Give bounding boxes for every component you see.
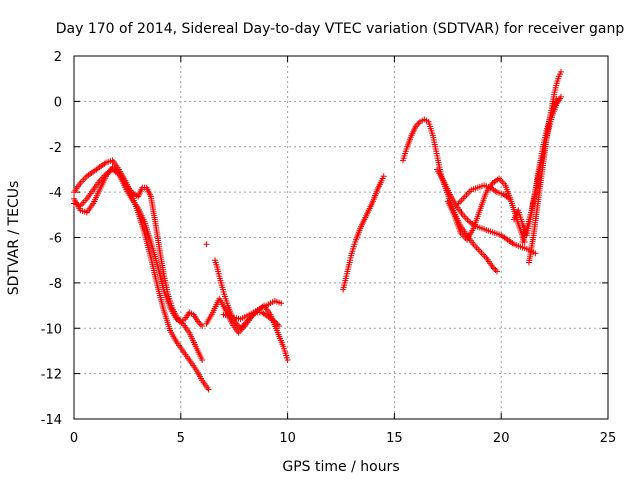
data-point	[493, 268, 500, 275]
y-tick-label: -12	[41, 368, 62, 383]
y-tick-label: -10	[41, 322, 62, 337]
data-point	[558, 68, 565, 75]
y-tick-label: -4	[49, 186, 62, 201]
y-tick-label: -8	[49, 277, 62, 292]
data-point	[492, 267, 499, 274]
data-point	[205, 386, 212, 393]
series-outlier	[203, 241, 210, 248]
data-point	[199, 322, 206, 329]
data-point	[197, 321, 204, 328]
data-point	[276, 322, 283, 329]
data-point	[415, 120, 422, 127]
series-arc-2	[71, 166, 206, 329]
x-tick-label: 15	[386, 431, 403, 446]
series-arc-11	[455, 182, 513, 207]
data-point	[284, 357, 291, 364]
series-arc-7	[340, 173, 387, 293]
y-tick-label: -14	[41, 413, 62, 428]
axis-ticks: 0 5 10 15 20 25 -14 -12 -10 -8 -6 -4 -2 0 2	[41, 50, 617, 446]
data-point	[553, 96, 560, 103]
data-point	[199, 357, 206, 364]
x-tick-label: 5	[177, 431, 185, 446]
x-axis-label: GPS time / hours	[282, 459, 399, 475]
data-point	[532, 250, 539, 257]
series-arc-3	[71, 164, 206, 364]
grid-lines	[74, 56, 608, 419]
data-point	[558, 93, 565, 100]
data-point	[380, 173, 387, 180]
data-point	[491, 265, 498, 272]
y-tick-label: 0	[54, 95, 62, 110]
series-arc-14	[511, 96, 560, 239]
x-tick-label: 10	[279, 431, 296, 446]
series-arc-6	[220, 298, 285, 323]
data-point	[203, 241, 210, 248]
data-point	[278, 300, 285, 307]
x-tick-label: 0	[70, 431, 78, 446]
y-axis-label: SDTVAR / TECUs	[6, 181, 22, 296]
series-arc-4	[203, 295, 291, 364]
x-tick-label: 20	[493, 431, 510, 446]
y-tick-label: -2	[49, 141, 62, 156]
data-point	[506, 195, 513, 202]
x-tick-label: 25	[600, 431, 617, 446]
data-points	[71, 68, 565, 393]
y-tick-label: -6	[49, 232, 62, 247]
y-tick-label: 2	[54, 50, 62, 65]
chart-title: Day 170 of 2014, Sidereal Day-to-day VTE…	[56, 21, 625, 37]
